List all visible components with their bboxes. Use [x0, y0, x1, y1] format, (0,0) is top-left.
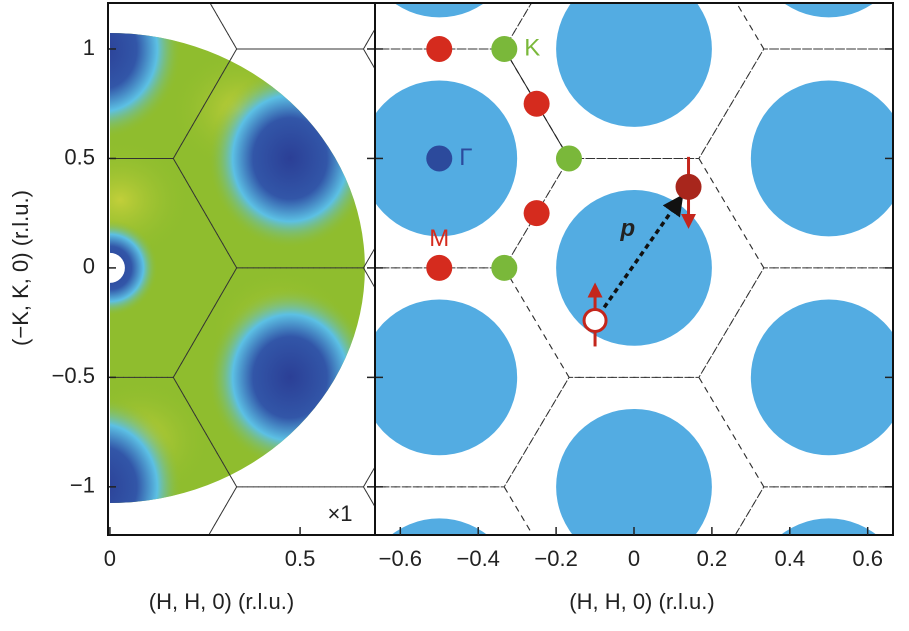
zone-boundary — [503, 157, 765, 378]
x-tick-label: −0.4 — [456, 546, 499, 571]
momentum-vector — [602, 194, 684, 309]
x-tick-label: −0.2 — [534, 546, 577, 571]
x-tick-label: 0.2 — [697, 546, 728, 571]
scale-annotation: ×1 — [327, 501, 352, 526]
y-tick-label: 0 — [83, 254, 95, 279]
y-tick-label: −0.5 — [52, 363, 95, 388]
intensity-maximum — [208, 68, 365, 249]
zone-boundary — [894, 0, 909, 158]
y-axis-label: (−K, K, 0) (r.l.u.) — [8, 190, 33, 346]
vector-label: p — [619, 215, 635, 242]
point — [426, 35, 453, 62]
y-tick-label: 1 — [83, 35, 95, 60]
x-tick-label: −0.6 — [379, 546, 422, 571]
fermi-pocket — [780, 518, 877, 535]
x-axis-label: (H, H, 0) (r.l.u.) — [149, 589, 294, 614]
point — [491, 254, 518, 281]
fermi-pocket — [556, 408, 712, 535]
x-tick-label: 0 — [104, 546, 116, 571]
fermi-pocket — [750, 299, 893, 456]
intensity-maximum — [110, 33, 182, 139]
zone-boundary — [894, 596, 909, 626]
fermi-pocket — [783, 3, 874, 18]
fermi-pocket — [391, 518, 488, 535]
zone-boundary — [894, 158, 909, 377]
x-tick-label: 0.4 — [774, 546, 805, 571]
spin-hole — [582, 307, 608, 333]
zone-boundary — [503, 3, 765, 159]
center-ring — [110, 219, 158, 316]
intensity-maximum — [208, 287, 365, 468]
map-texture — [110, 140, 190, 260]
point-label: Γ — [459, 144, 472, 171]
zone-boundary — [209, 3, 375, 50]
zone-boundary — [362, 28, 375, 70]
y-tick-label: −1 — [70, 473, 95, 498]
fermi-pocket — [750, 80, 893, 237]
x-tick-label: 0 — [628, 546, 640, 571]
zone-boundary — [375, 267, 570, 488]
center-hole — [110, 252, 125, 283]
point — [555, 145, 582, 172]
point-label: K — [524, 34, 540, 61]
point — [523, 90, 550, 117]
zone-boundary — [362, 246, 375, 289]
intensity-maximum — [110, 396, 182, 503]
zone-boundary — [744, 596, 909, 626]
point — [426, 145, 453, 172]
fermi-pocket — [556, 3, 712, 127]
fermi-pocket — [375, 299, 518, 456]
point — [491, 35, 518, 62]
x-axis-label: (H, H, 0) (r.l.u.) — [569, 589, 714, 614]
x-tick-label: 0.5 — [285, 546, 316, 571]
y-tick-label: 0.5 — [64, 144, 95, 169]
point — [523, 200, 550, 227]
zone-boundary — [0, 0, 47, 49]
fermi-pocket — [394, 3, 485, 18]
point — [426, 254, 453, 281]
zone-boundary — [894, 377, 909, 596]
point-label: M — [429, 225, 449, 252]
x-tick-label: 0.6 — [852, 546, 883, 571]
spin-electron — [675, 173, 702, 200]
zone-boundary — [0, 487, 47, 626]
zone-boundary — [362, 465, 375, 508]
